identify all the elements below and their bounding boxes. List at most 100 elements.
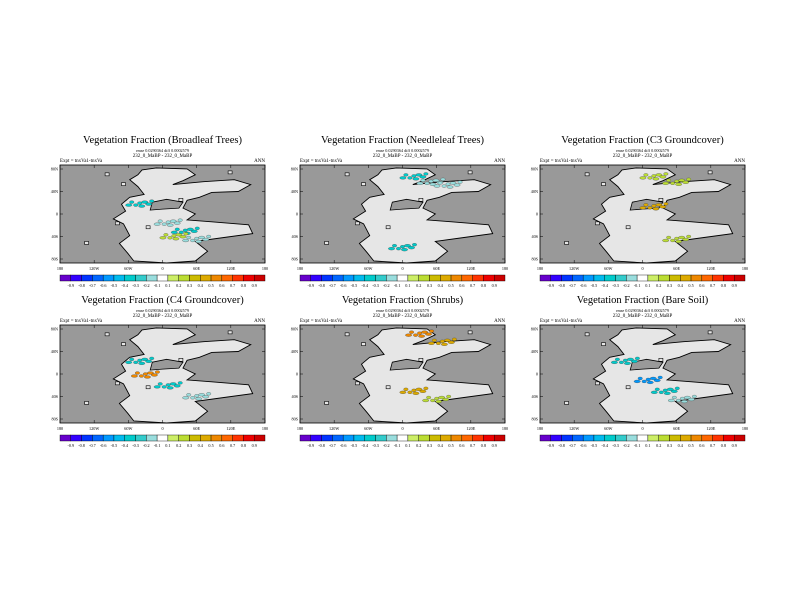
colorbar-swatch: [200, 274, 212, 282]
colorbar-label: 0.6: [219, 443, 224, 448]
lon-tick-label: 60E: [433, 426, 440, 431]
anomaly-cell: [441, 184, 447, 188]
lat-tick-label: 80N: [531, 327, 538, 332]
anomaly-cell: [155, 370, 160, 374]
colorbar-label: -0.8: [558, 443, 565, 448]
inland-sea: [389, 358, 424, 371]
anomaly-cell: [645, 377, 651, 381]
lat-tick-label: 40N: [291, 349, 298, 354]
anomaly-patch: [422, 394, 452, 404]
lat-tick-label: 40S: [51, 394, 58, 399]
lat-tick-label: 40S: [51, 234, 58, 239]
anomaly-cell: [413, 333, 418, 337]
panel-title: Vegetation Fraction (C4 Groundcover): [81, 295, 244, 306]
colorbar-label: -0.7: [569, 283, 576, 288]
anomaly-cell: [147, 371, 154, 375]
colorbar-label: -0.1: [394, 283, 401, 288]
colorbar-label: -0.6: [340, 443, 347, 448]
anomaly-cell: [202, 237, 210, 242]
island: [595, 381, 600, 386]
anomaly-cell: [452, 337, 457, 341]
lon-tick-label: 60E: [193, 426, 200, 431]
anomaly-patch: [182, 392, 212, 401]
anomaly-cell: [125, 203, 133, 207]
colorbar-swatch: [113, 434, 125, 442]
inland-sea: [389, 198, 424, 211]
anomaly-cell: [166, 223, 174, 227]
colorbar-swatch: [593, 274, 605, 282]
colorbar: -0.9 -0.8 -0.7 -0.6 -0.5 -0.4 -0.3 -0.2 -0.1 0.1 0…: [299, 434, 506, 448]
colorbar-swatch: [450, 274, 463, 282]
anomaly-cell: [411, 388, 417, 392]
anomaly-cell: [144, 375, 151, 379]
anomaly-patch: [611, 356, 640, 365]
colorbar-swatch: [615, 274, 627, 282]
anomaly-cell: [430, 398, 436, 403]
colorbar-swatch: [353, 274, 365, 282]
colorbar-swatch: [615, 434, 627, 442]
anomaly-cell: [399, 390, 407, 394]
season-label: ANN: [254, 159, 265, 164]
anomaly-cell: [166, 386, 174, 390]
anomaly-cell: [423, 172, 429, 176]
colorbar-label: -0.7: [89, 443, 96, 448]
colorbar-swatch: [669, 434, 681, 442]
anomaly-cell: [659, 175, 667, 179]
colorbar-label: -0.2: [623, 443, 630, 448]
lat-tick-label: 0: [536, 372, 538, 377]
colorbar-label: 0.7: [710, 283, 715, 288]
anomaly-cell: [206, 392, 212, 396]
anomaly-cell: [177, 381, 183, 385]
anomaly-cell: [444, 338, 451, 342]
anomaly-cell: [663, 202, 669, 206]
colorbar-swatch: [418, 434, 430, 442]
colorbar-label: 0.4: [438, 443, 444, 448]
colorbar-label: -0.9: [547, 443, 554, 448]
colorbar-swatch: [102, 434, 115, 442]
colorbar-label: 0.9: [732, 283, 737, 288]
season-label: ANN: [494, 319, 505, 324]
anomaly-cell: [194, 394, 200, 398]
anomaly-patch: [662, 177, 692, 186]
colorbar-swatch: [636, 274, 649, 282]
island: [418, 358, 424, 362]
anomaly-cell: [637, 376, 643, 380]
anomaly-cell: [440, 177, 446, 181]
anomaly-cell: [141, 357, 149, 361]
colorbar-label: -0.7: [89, 283, 96, 288]
colorbar-swatch: [232, 434, 244, 442]
colorbar-label: -0.7: [329, 443, 336, 448]
island: [385, 225, 391, 230]
anomaly-cell: [611, 360, 618, 364]
anomaly-cell: [190, 238, 196, 243]
colorbar-label: 0.9: [732, 443, 737, 448]
colorbar-label: 0.1: [165, 443, 170, 448]
colorbar-label: -0.8: [318, 283, 325, 288]
island: [355, 381, 360, 386]
colorbar-label: 0.4: [198, 443, 204, 448]
colorbar-swatch: [483, 274, 495, 282]
island: [115, 381, 120, 386]
anomaly-cell: [449, 181, 457, 185]
colorbar-label: 0.3: [187, 443, 192, 448]
colorbar-swatch: [734, 274, 746, 282]
anomaly-cell: [194, 236, 200, 241]
lon-tick-label: 0: [641, 426, 643, 431]
lat-tick-label: 80N: [51, 327, 58, 332]
experiment-label: Expt = tnxVa1-tnxVa: [300, 159, 343, 164]
stats-line: 232_0_MaBP - 232_0_MaBP: [373, 314, 433, 319]
island: [601, 182, 606, 186]
colorbar-swatch: [310, 274, 322, 282]
anomaly-cell: [678, 178, 686, 182]
anomaly-cell: [415, 387, 423, 391]
colorbar-swatch: [429, 434, 441, 442]
experiment-label: Expt = tnxVa1-tnxVa: [540, 159, 583, 164]
lon-tick-label: 60W: [604, 266, 612, 271]
anomaly-cell: [171, 234, 177, 238]
colorbar-label: 0.9: [252, 283, 257, 288]
anomaly-patch: [131, 370, 160, 379]
colorbar-swatch: [221, 274, 233, 282]
colorbar-label: -0.1: [154, 443, 161, 448]
colorbar-label: -0.4: [601, 283, 609, 288]
colorbar-label: 0.5: [688, 283, 693, 288]
